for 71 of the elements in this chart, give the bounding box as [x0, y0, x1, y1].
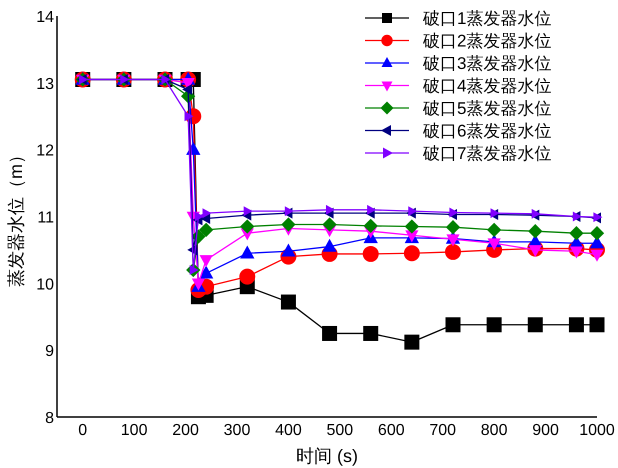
point: [528, 224, 542, 238]
point: [445, 244, 461, 260]
y-tick-label: 13: [36, 76, 54, 93]
y-tick-label: 11: [37, 210, 54, 226]
point: [590, 226, 604, 240]
point: [322, 217, 337, 232]
point: [570, 246, 584, 258]
point: [408, 206, 418, 216]
x-tick-label: 900: [532, 422, 560, 439]
point: [528, 317, 543, 332]
x-axis-title: 时间 (s): [296, 446, 358, 466]
x-tick-label: 600: [378, 422, 405, 439]
x-tick-label: 400: [275, 422, 302, 439]
point: [202, 208, 212, 218]
point: [486, 317, 502, 332]
point: [326, 204, 335, 215]
point: [362, 246, 379, 262]
legend-label: 破口5蒸发器水位: [422, 99, 552, 118]
point: [590, 317, 604, 332]
legend-label: 破口3蒸发器水位: [422, 54, 552, 73]
legend-label: 破口4蒸发器水位: [422, 76, 552, 96]
y-tick-label: 12: [36, 142, 54, 160]
point: [569, 226, 584, 240]
legend-label: 破口6蒸发器水位: [422, 122, 552, 140]
y-tick-label: 9: [45, 343, 54, 360]
point: [200, 255, 213, 268]
x-tick-label: 700: [429, 422, 456, 439]
y-tick-label: 10: [36, 276, 54, 294]
point: [590, 250, 604, 262]
point: [486, 222, 502, 238]
y-axis-title: 蒸发器水位（m）: [6, 146, 26, 287]
point: [488, 238, 501, 250]
point: [182, 84, 192, 96]
x-tick-label: 800: [480, 422, 508, 439]
point: [194, 212, 204, 222]
x-tick-label: 500: [326, 422, 354, 439]
point: [528, 245, 542, 258]
point: [568, 317, 584, 332]
point: [363, 326, 378, 341]
point: [367, 204, 376, 215]
point: [280, 294, 296, 310]
x-tick-label: 0: [78, 422, 88, 439]
x-tick-label: 1000: [579, 422, 615, 439]
point: [490, 208, 500, 218]
x-tick-label: 300: [224, 422, 250, 439]
y-tick-label: 14: [36, 9, 54, 26]
point: [322, 238, 337, 252]
legend-label: 破口7蒸发器水位: [422, 144, 552, 163]
point: [244, 206, 253, 216]
point: [449, 208, 458, 218]
point: [281, 217, 296, 232]
point: [322, 326, 338, 341]
point: [532, 208, 541, 219]
point: [404, 219, 420, 234]
x-tick-label: 100: [120, 422, 148, 439]
point: [404, 334, 420, 350]
legend-label: 破口1蒸发器水位: [422, 9, 552, 28]
point: [446, 317, 460, 332]
y-tick-label: 8: [45, 410, 54, 427]
point: [364, 218, 378, 234]
point: [284, 206, 294, 216]
point: [198, 266, 214, 279]
x-tick-label: 200: [172, 422, 200, 439]
point: [198, 222, 214, 238]
point: [240, 219, 254, 234]
point: [446, 220, 460, 234]
point: [239, 268, 256, 285]
point: [404, 245, 420, 262]
point: [446, 234, 460, 246]
point: [572, 212, 582, 222]
legend-label: 破口2蒸发器水位: [422, 32, 552, 50]
